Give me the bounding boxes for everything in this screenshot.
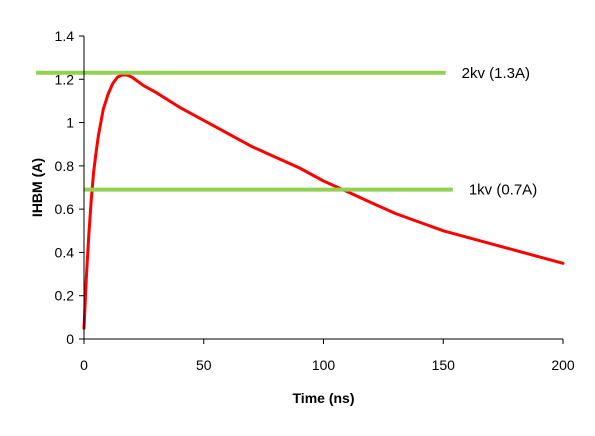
reference-label: 2kv (1.3A) <box>462 65 530 82</box>
x-tick-label: 150 <box>432 357 456 373</box>
y-tick-label: 1.2 <box>55 71 75 87</box>
y-tick-label: 1 <box>66 115 74 131</box>
x-tick-label: 0 <box>80 357 88 373</box>
x-tick-label: 50 <box>196 357 212 373</box>
series-layer <box>82 73 565 330</box>
y-axis-title: IHBM (A) <box>29 158 45 217</box>
y-tick-label: 0.4 <box>55 244 75 260</box>
x-tick-label: 100 <box>312 357 336 373</box>
y-tick-label: 0.6 <box>55 201 75 217</box>
annotation-layer: 2kv (1.3A) 1kv (0.7A) <box>36 65 537 199</box>
axes-layer <box>83 36 563 340</box>
y-tick-label: 0.8 <box>55 158 75 174</box>
y-tick-label: 0 <box>66 331 74 347</box>
ihbm-series-line <box>82 73 565 330</box>
reference-label: 1kv (0.7A) <box>469 182 537 199</box>
y-tick-label: 0.2 <box>55 288 75 304</box>
tick-layer: 0 0.2 0.4 0.6 0.8 1 1.2 1.4 0 50 100 150 200 <box>55 28 575 373</box>
y-tick-label: 1.4 <box>55 28 75 44</box>
x-axis-title: Time (ns) <box>293 390 355 406</box>
x-tick-label: 200 <box>551 357 575 373</box>
